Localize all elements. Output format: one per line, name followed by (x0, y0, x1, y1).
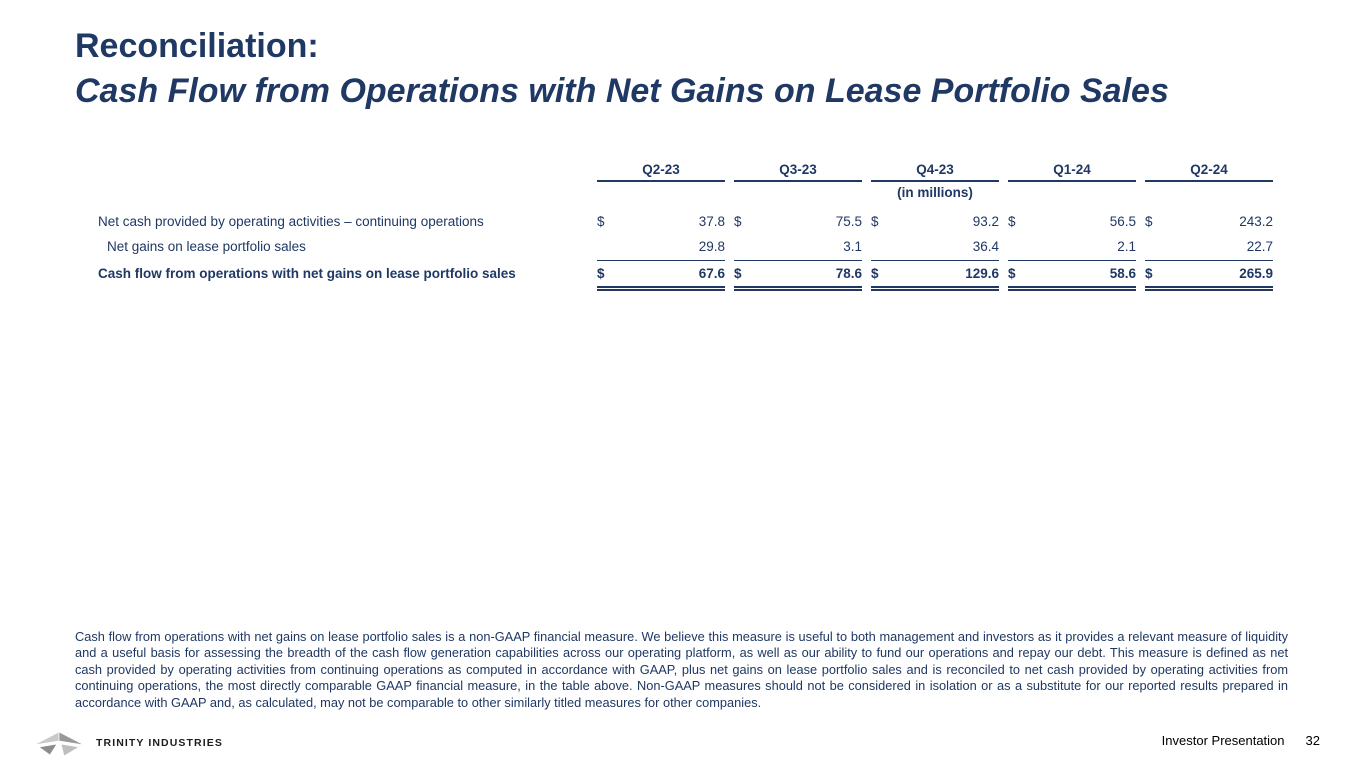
currency-symbol: $ (1145, 214, 1153, 229)
slide-title: Reconciliation: Cash Flow from Operation… (75, 24, 1169, 114)
table-cell: 3.1 (734, 229, 862, 254)
cell-value: 3.1 (843, 239, 862, 254)
table-cell: $ 37.8 (597, 204, 725, 229)
row-label-net-cash-operating: Net cash provided by operating activitie… (98, 214, 484, 229)
cell-value: 2.1 (1117, 239, 1136, 254)
trinity-logo-wordmark: TRINITY INDUSTRIES (96, 737, 223, 749)
cell-value: 75.5 (835, 214, 862, 229)
cell-value: 67.6 (698, 266, 725, 281)
column-header-q3-23: Q3-23 (734, 162, 862, 182)
row-label-total-cash-flow: Cash flow from operations with net gains… (98, 266, 516, 281)
currency-symbol: $ (871, 214, 879, 229)
table-total-cell: $ 58.6 (1008, 260, 1136, 291)
trinity-logo-icon (33, 731, 85, 757)
cell-value: 78.6 (835, 266, 862, 281)
title-reconciliation: Reconciliation: (75, 27, 319, 65)
cell-value: 93.2 (972, 214, 999, 229)
column-header-q2-24: Q2-24 (1145, 162, 1273, 182)
table-cell: $ 75.5 (734, 204, 862, 229)
table-cell: $ 243.2 (1145, 204, 1273, 229)
cell-value: 22.7 (1246, 239, 1273, 254)
table-total-cell: $ 265.9 (1145, 260, 1273, 291)
table-cell: $ 56.5 (1008, 204, 1136, 229)
table-cell: 29.8 (597, 229, 725, 254)
table-cell: $ 93.2 (871, 204, 999, 229)
table-cell: 2.1 (1008, 229, 1136, 254)
presentation-label: Investor Presentation (1161, 733, 1285, 748)
column-header-q4-23: Q4-23 (871, 162, 999, 182)
table-cell: 22.7 (1145, 229, 1273, 254)
currency-symbol: $ (734, 214, 742, 229)
units-note: (in millions) (897, 185, 973, 200)
cell-value: 36.4 (972, 239, 999, 254)
table-total-cell: $ 67.6 (597, 260, 725, 291)
table-total-cell: $ 78.6 (734, 260, 862, 291)
cell-value: 58.6 (1109, 266, 1136, 281)
non-gaap-footnote: Cash flow from operations with net gains… (75, 629, 1288, 710)
currency-symbol: $ (734, 266, 742, 281)
cell-value: 37.8 (698, 214, 725, 229)
currency-symbol: $ (1145, 266, 1153, 281)
footer-right: Investor Presentation 32 (1162, 733, 1320, 748)
currency-symbol: $ (1008, 214, 1016, 229)
title-subtitle: Cash Flow from Operations with Net Gains… (75, 72, 1169, 110)
column-header-q1-24: Q1-24 (1008, 162, 1136, 182)
currency-symbol: $ (871, 266, 879, 281)
column-header-q2-23: Q2-23 (597, 162, 725, 182)
currency-symbol: $ (597, 266, 605, 281)
table-cell: 36.4 (871, 229, 999, 254)
currency-symbol: $ (1008, 266, 1016, 281)
table-header-spacer (98, 162, 588, 182)
cell-value: 265.9 (1239, 266, 1273, 281)
cell-value: 56.5 (1109, 214, 1136, 229)
cell-value: 243.2 (1239, 214, 1273, 229)
table-total-cell: $ 129.6 (871, 260, 999, 291)
currency-symbol: $ (597, 214, 605, 229)
reconciliation-table: Q2-23 Q3-23 Q4-23 Q1-24 Q2-24 (in millio… (98, 162, 1273, 291)
cell-value: 129.6 (965, 266, 999, 281)
cell-value: 29.8 (698, 239, 725, 254)
page-number: 32 (1305, 733, 1320, 748)
units-spacer (98, 182, 588, 204)
row-label-net-gains: Net gains on lease portfolio sales (107, 239, 306, 254)
